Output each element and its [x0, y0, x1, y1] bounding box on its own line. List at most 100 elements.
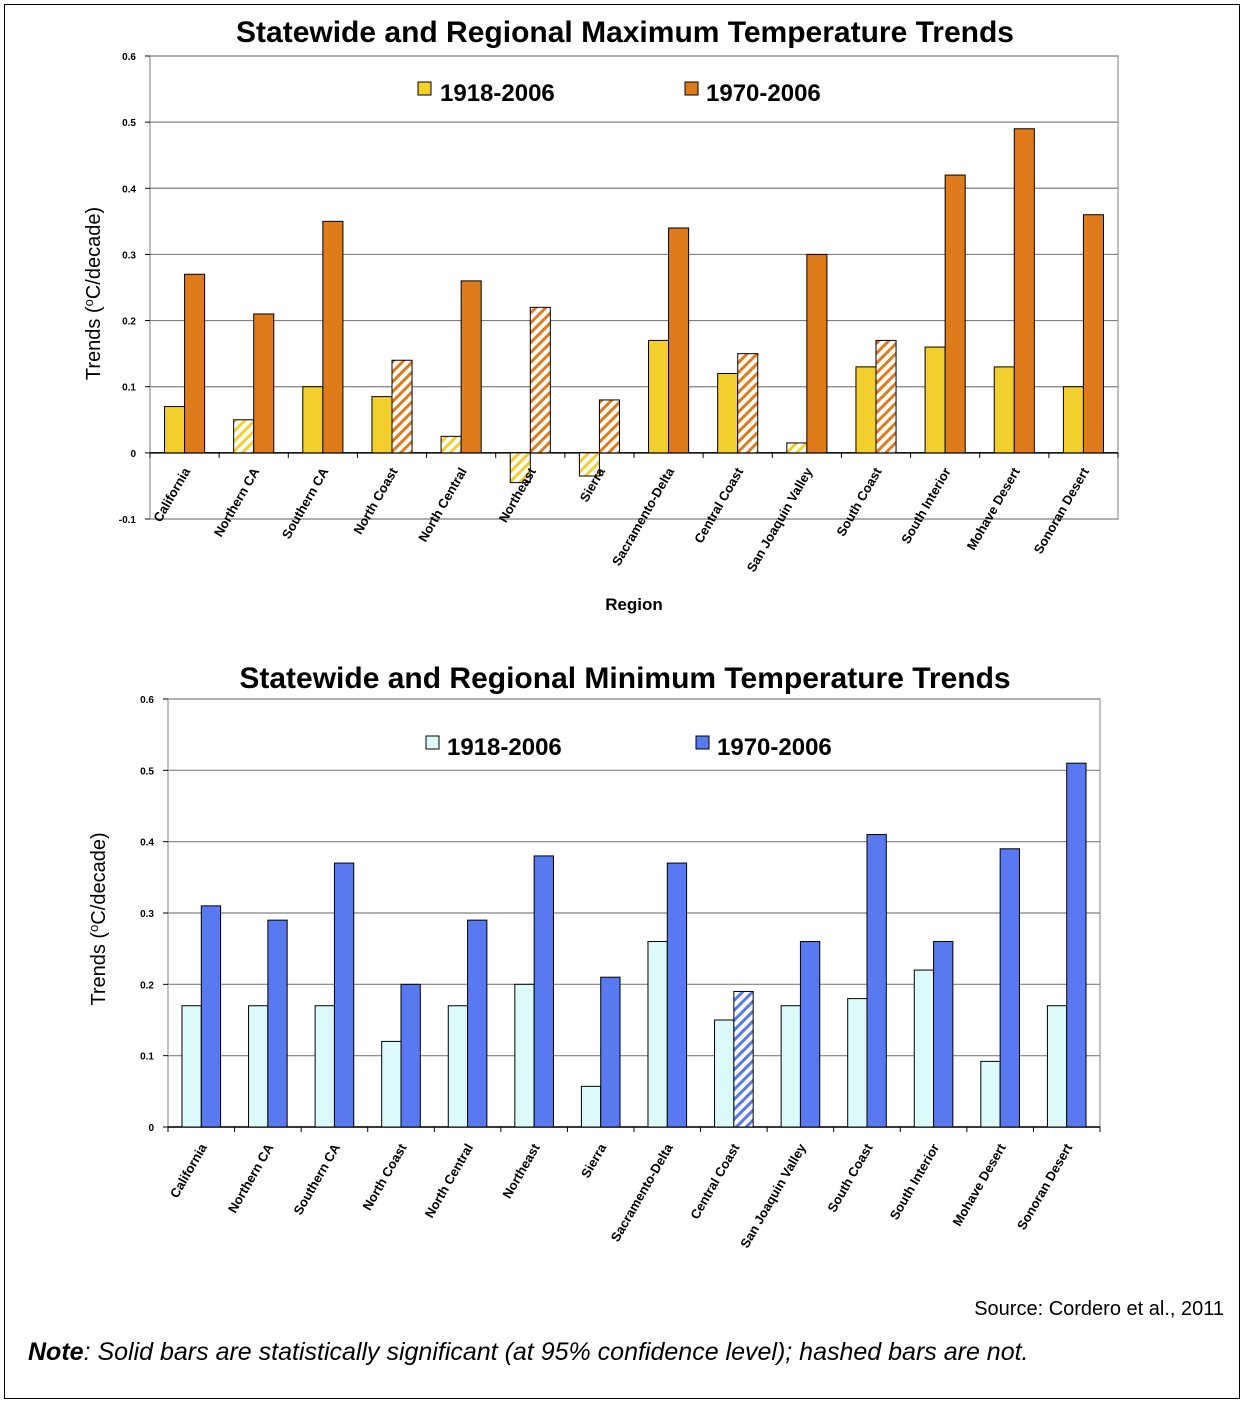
- bar-1970-2006-san-joaquin-valley: [799, 941, 821, 1128]
- category-label: Northern CA: [225, 1140, 277, 1215]
- y-tick-label: 0: [148, 1123, 154, 1134]
- category-label: California: [150, 464, 193, 524]
- bar-1970-2006-north-central: [467, 919, 488, 1128]
- y-tick-label: 0.5: [122, 118, 136, 129]
- legend-swatch: [425, 735, 440, 750]
- bar-1970-2006-south-interior: [933, 941, 954, 1128]
- legend-label: 1970-2006: [706, 80, 821, 107]
- bar-1970-2006-north-central: [460, 280, 482, 454]
- category-label: North Central: [415, 465, 470, 544]
- bar-1918-2006-northeast: [514, 983, 535, 1128]
- category-label: Sierra: [578, 1140, 610, 1180]
- legend-label: 1970-2006: [717, 734, 832, 761]
- bar-1918-2006-southern-ca: [302, 386, 324, 454]
- bar-1970-2006-southern-ca: [322, 220, 344, 454]
- category-label: California: [167, 1140, 210, 1200]
- bar-1918-2006-northern-ca: [248, 1005, 269, 1128]
- y-tick-label: 0.1: [140, 1052, 154, 1063]
- chart-1: Statewide and Regional Maximum Temperatu…: [81, 16, 1119, 614]
- bar-1970-2006-north-coast: [400, 983, 421, 1128]
- category-label: Sacramento-Delta: [609, 464, 678, 568]
- y-tick-label: 0.1: [122, 383, 136, 394]
- bar-1918-2006-mohave-desert: [980, 1060, 1001, 1128]
- category-label: Sacramento-Delta: [608, 1140, 677, 1244]
- y-tick-label: -0.1: [119, 515, 137, 526]
- bar-1918-2006-central-coast: [717, 372, 739, 454]
- category-label: South Coast: [833, 464, 885, 538]
- bar-1970-2006-sacramento-delta: [668, 227, 690, 454]
- category-label: Mohave Desert: [950, 1140, 1010, 1228]
- footnote-text: : Solid bars are statistically significa…: [83, 1338, 1029, 1366]
- legend-swatch: [417, 81, 432, 96]
- legend-label: 1918-2006: [440, 80, 555, 107]
- bar-1970-2006-california: [200, 905, 222, 1128]
- bar-1918-2006-sonoran-desert: [1062, 386, 1084, 454]
- bar-1970-2006-mohave-desert: [999, 848, 1020, 1128]
- category-label: Central Coast: [691, 464, 747, 545]
- category-label: South Coast: [824, 1140, 876, 1214]
- category-label: Northeast: [499, 1140, 543, 1201]
- bar-1918-2006-sierra: [578, 452, 600, 477]
- category-label: North Central: [422, 1141, 477, 1220]
- bar-1970-2006-sacramento-delta: [666, 862, 688, 1128]
- bar-1970-2006-south-coast: [866, 834, 887, 1128]
- bar-1970-2006-california: [184, 273, 206, 454]
- y-tick-label: 0.3: [122, 250, 136, 261]
- bar-1918-2006-sonoran-desert: [1046, 1005, 1068, 1128]
- source-citation: Source: Cordero et al., 2011: [974, 1298, 1224, 1320]
- bar-1918-2006-north-coast: [381, 1040, 402, 1128]
- bar-1918-2006-mohave-desert: [993, 366, 1015, 454]
- bar-1970-2006-southern-ca: [333, 862, 355, 1128]
- y-tick-label: 0.4: [122, 184, 136, 195]
- bar-1970-2006-northeast: [529, 306, 551, 454]
- bar-1970-2006-south-coast: [875, 339, 897, 454]
- category-label: Southern CA: [279, 464, 332, 541]
- bar-1970-2006-south-interior: [944, 174, 966, 454]
- category-label: North Coast: [350, 464, 401, 537]
- footnote-label: Note: [28, 1338, 84, 1366]
- y-tick-label: 0.3: [140, 909, 154, 920]
- legend-swatch: [684, 81, 699, 96]
- bar-1918-2006-southern-ca: [314, 1005, 335, 1128]
- category-label: Southern CA: [290, 1140, 343, 1217]
- category-label: South Interior: [898, 465, 954, 546]
- bar-1970-2006-sonoran-desert: [1066, 762, 1087, 1128]
- plot-area: [149, 55, 1119, 520]
- y-tick-label: 0.2: [122, 317, 136, 328]
- bar-1918-2006-south-coast: [855, 366, 877, 454]
- bar-1970-2006-sierra: [598, 399, 620, 454]
- y-axis-label: Trends (oC/decade): [86, 832, 111, 1005]
- bar-1918-2006-sacramento-delta: [647, 941, 668, 1128]
- bar-1918-2006-northern-ca: [233, 419, 255, 454]
- category-label: South Interior: [887, 1141, 943, 1222]
- bar-1970-2006-san-joaquin-valley: [806, 253, 828, 454]
- y-tick-label: 0.2: [140, 980, 154, 991]
- bar-1970-2006-central-coast: [737, 353, 759, 454]
- bar-1970-2006-sierra: [600, 976, 621, 1128]
- category-label: San Joaquin Valley: [737, 1140, 809, 1250]
- category-label: Sonoran Desert: [1014, 1140, 1076, 1232]
- y-tick-label: 0.6: [122, 52, 136, 63]
- bar-1970-2006-north-coast: [391, 359, 413, 454]
- bar-1970-2006-northeast: [533, 855, 554, 1128]
- bar-1918-2006-south-interior: [924, 346, 946, 454]
- bar-1970-2006-central-coast: [733, 990, 754, 1128]
- y-tick-label: 0: [130, 449, 136, 460]
- bar-1970-2006-northern-ca: [267, 919, 288, 1128]
- x-axis-label: Region: [605, 595, 663, 614]
- bar-1918-2006-san-joaquin-valley: [780, 1005, 801, 1128]
- bar-1918-2006-north-coast: [371, 396, 393, 454]
- bar-1918-2006-northeast: [509, 452, 531, 484]
- chart-title: Statewide and Regional Minimum Temperatu…: [239, 662, 1010, 695]
- bar-1918-2006-san-joaquin-valley: [786, 442, 808, 454]
- legend-swatch: [695, 735, 710, 750]
- chart-title: Statewide and Regional Maximum Temperatu…: [236, 16, 1014, 49]
- legend-label: 1918-2006: [447, 734, 562, 761]
- category-label: Mohave Desert: [964, 464, 1024, 552]
- bar-1918-2006-sacramento-delta: [648, 339, 670, 454]
- figure-frame: [4, 4, 1240, 1399]
- bar-1918-2006-north-central: [440, 435, 462, 454]
- chart-2: Statewide and Regional Minimum Temperatu…: [86, 662, 1101, 1251]
- bar-1918-2006-california: [181, 1005, 202, 1128]
